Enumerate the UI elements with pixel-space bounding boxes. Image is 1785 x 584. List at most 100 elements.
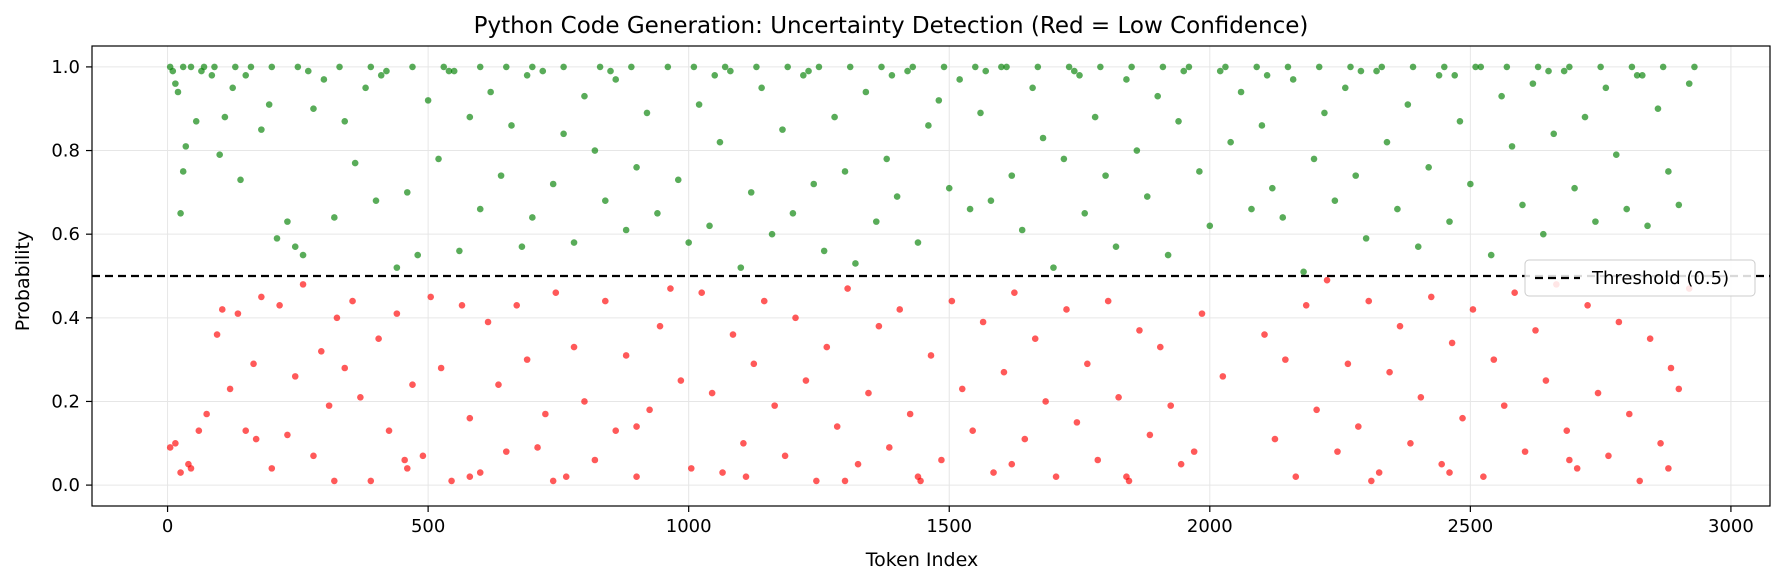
low-confidence-point xyxy=(299,281,307,288)
high-confidence-point xyxy=(1675,201,1683,209)
high-confidence-point xyxy=(216,151,223,159)
low-confidence-point xyxy=(1334,448,1341,455)
low-confidence-point xyxy=(1521,448,1529,455)
low-confidence-point xyxy=(534,444,541,451)
low-confidence-point xyxy=(333,314,341,322)
high-confidence-point xyxy=(1128,63,1135,71)
high-confidence-point xyxy=(925,122,932,129)
low-confidence-point xyxy=(708,389,716,397)
high-confidence-point xyxy=(690,63,698,71)
high-confidence-point xyxy=(1560,67,1568,75)
y-tick-label: 0.4 xyxy=(51,308,80,329)
high-confidence-point xyxy=(753,63,760,71)
x-tick-label: 1000 xyxy=(666,516,712,537)
low-confidence-point xyxy=(1459,414,1466,422)
low-confidence-point xyxy=(1566,456,1573,464)
high-confidence-point xyxy=(529,214,536,221)
high-confidence-point xyxy=(862,88,870,96)
low-confidence-point xyxy=(226,385,234,393)
high-confidence-point xyxy=(198,67,205,75)
low-confidence-point xyxy=(419,452,427,460)
high-confidence-point xyxy=(747,189,755,196)
high-confidence-point xyxy=(711,71,719,79)
high-confidence-point xyxy=(1008,172,1016,179)
high-confidence-point xyxy=(820,247,828,255)
high-confidence-point xyxy=(998,63,1005,71)
low-confidence-point xyxy=(349,297,356,305)
high-confidence-point xyxy=(779,126,786,133)
high-confidence-point xyxy=(1654,105,1662,113)
low-confidence-point xyxy=(1177,460,1185,468)
high-confidence-point xyxy=(607,67,614,75)
high-confidence-point xyxy=(716,138,724,146)
plot-frame xyxy=(91,45,1771,507)
low-confidence-point xyxy=(833,423,841,430)
high-confidence-point xyxy=(211,63,218,71)
high-confidence-point xyxy=(737,264,745,271)
low-confidence-point xyxy=(258,293,265,301)
high-confidence-point xyxy=(800,71,807,79)
low-confidence-point xyxy=(427,293,435,301)
high-confidence-point xyxy=(221,113,229,121)
high-confidence-point xyxy=(179,63,187,71)
high-confidence-point xyxy=(789,209,797,217)
low-confidence-point xyxy=(1323,276,1331,284)
low-confidence-point xyxy=(1365,297,1373,305)
high-confidence-point xyxy=(320,76,328,83)
high-confidence-point xyxy=(1331,197,1339,205)
high-confidence-point xyxy=(1039,134,1047,142)
high-confidence-point xyxy=(1534,63,1542,71)
low-confidence-point xyxy=(602,297,609,305)
high-confidence-point xyxy=(622,226,630,234)
high-confidence-point xyxy=(935,97,943,104)
high-confidence-point xyxy=(1347,63,1354,71)
low-confidence-point xyxy=(938,456,945,464)
high-confidence-point xyxy=(1566,63,1573,71)
high-confidence-point xyxy=(265,101,273,108)
high-confidence-point xyxy=(1123,76,1130,83)
low-confidence-point xyxy=(646,406,653,414)
high-confidence-point xyxy=(1097,63,1104,71)
high-confidence-point xyxy=(841,168,849,175)
high-confidence-point xyxy=(1185,63,1193,71)
high-confidence-point xyxy=(1237,88,1245,96)
low-confidence-point xyxy=(1657,439,1664,447)
low-confidence-point xyxy=(1084,360,1091,368)
high-confidence-point xyxy=(393,264,401,271)
high-confidence-point xyxy=(591,147,599,154)
low-confidence-point xyxy=(250,360,257,368)
low-confidence-point xyxy=(172,439,179,447)
high-confidence-point xyxy=(768,230,776,238)
low-confidence-point xyxy=(1375,469,1383,476)
high-confidence-point xyxy=(1550,130,1558,138)
high-confidence-point xyxy=(304,67,312,75)
low-confidence-point xyxy=(1073,419,1081,426)
low-confidence-point xyxy=(1094,456,1102,464)
low-confidence-point xyxy=(513,301,521,309)
low-confidence-point xyxy=(1104,297,1112,305)
high-confidence-point xyxy=(1091,113,1099,121)
high-confidence-point xyxy=(966,205,974,213)
y-tick-label: 1.0 xyxy=(51,57,80,78)
low-confidence-point xyxy=(633,473,640,481)
high-confidence-point xyxy=(664,63,672,71)
high-confidence-point xyxy=(1222,63,1229,71)
x-tick-label: 0 xyxy=(162,516,173,537)
high-confidence-point xyxy=(237,176,244,184)
y-tick-label: 0.8 xyxy=(51,141,80,162)
high-confidence-point xyxy=(1477,63,1485,71)
x-axis-label: Token Index xyxy=(865,549,978,571)
high-confidence-point xyxy=(1665,168,1672,175)
high-confidence-point xyxy=(1050,264,1057,271)
low-confidence-point xyxy=(1665,465,1672,472)
high-confidence-point xyxy=(1216,67,1224,75)
low-confidence-point xyxy=(291,373,299,380)
low-confidence-point xyxy=(458,301,466,309)
low-confidence-point xyxy=(750,360,758,368)
low-confidence-point xyxy=(1219,373,1227,380)
low-confidence-point xyxy=(760,297,768,305)
high-confidence-point xyxy=(831,113,838,121)
high-confidence-point xyxy=(1633,71,1641,79)
high-confidence-point xyxy=(1540,230,1547,238)
low-confidence-point xyxy=(841,477,849,485)
